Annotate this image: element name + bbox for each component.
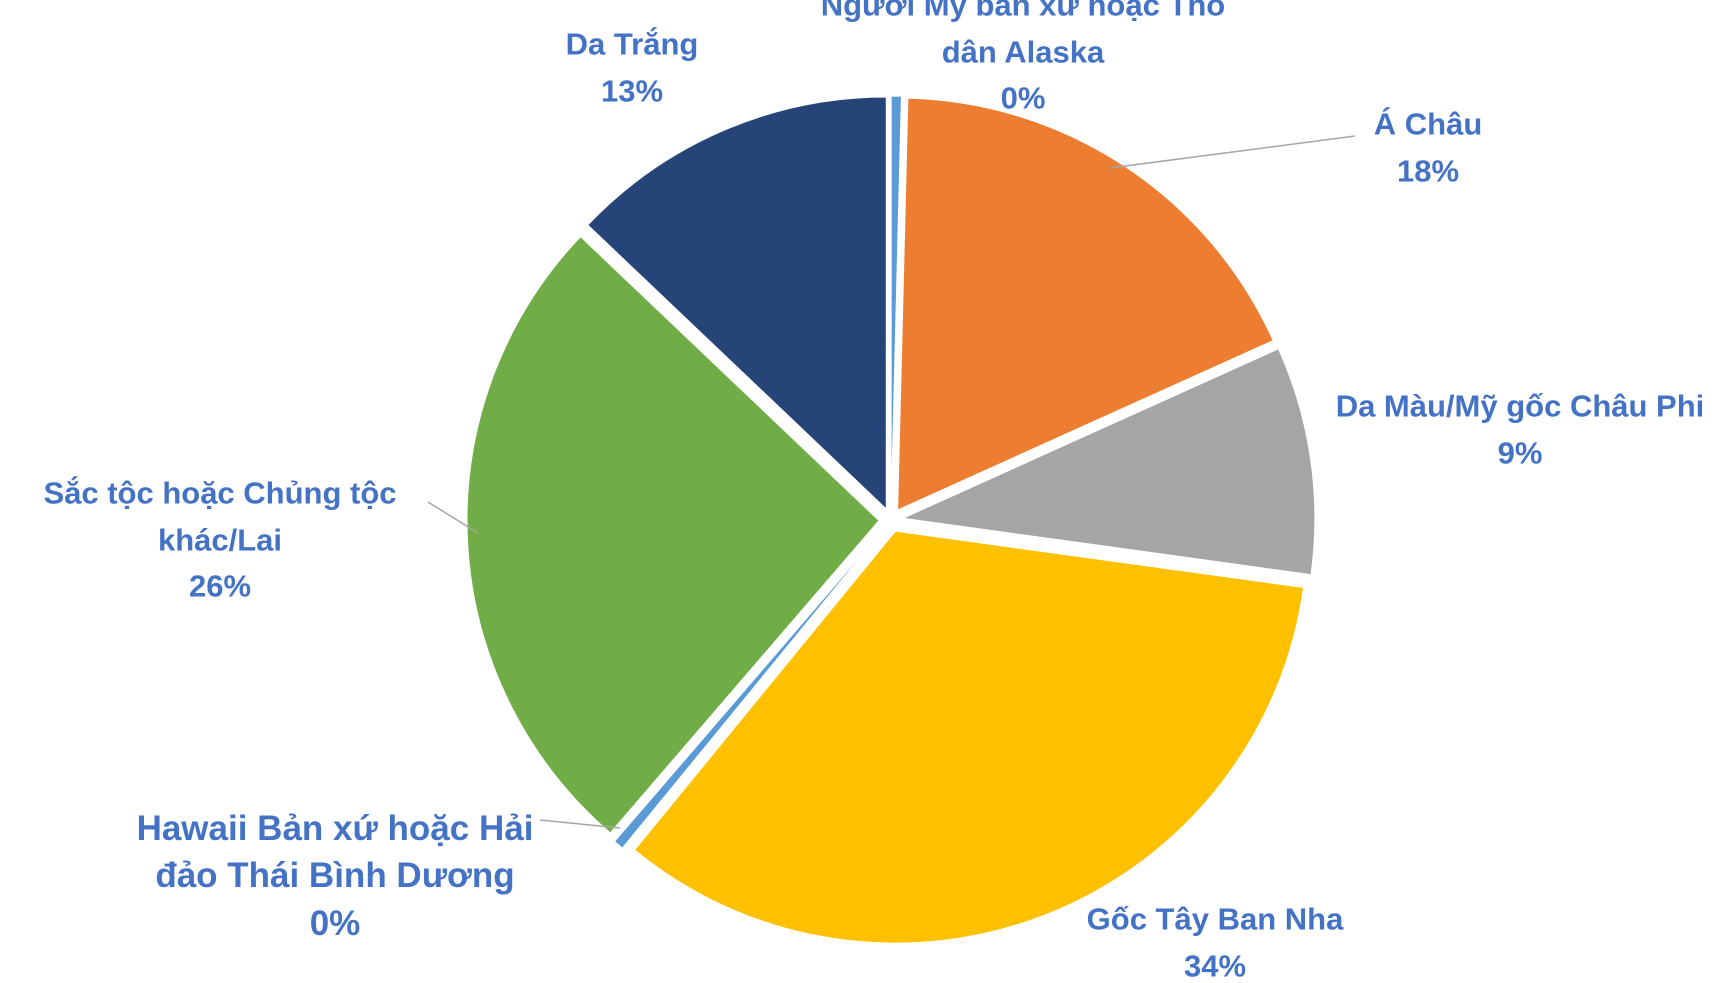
category-label: Gốc Tây Ban Nha xyxy=(1086,901,1344,937)
leader-line xyxy=(539,819,621,829)
value-label: 18% xyxy=(1396,153,1460,188)
value-label: 26% xyxy=(188,568,252,604)
data-label: Gốc Tây Ban Nha 34% xyxy=(1050,897,1380,983)
data-label: Sắc tộc hoặc Chủng tộc khác/Lai 26% xyxy=(10,470,430,610)
category-label: Á Châu xyxy=(1373,106,1483,142)
category-label: Hawaii Bản xứ hoặc Hải đảo Thái Bình Dươ… xyxy=(136,809,534,896)
value-label: 9% xyxy=(1497,435,1543,470)
value-label: 0% xyxy=(1000,80,1046,116)
data-label: Á Châu 18% xyxy=(1328,102,1528,195)
pie-slice xyxy=(633,530,1305,944)
data-label: Da Trắng 13% xyxy=(532,22,732,115)
value-label: 0% xyxy=(309,903,361,943)
category-label: Da Trắng xyxy=(565,26,699,62)
leader-line xyxy=(427,501,479,534)
pie-slice xyxy=(587,96,887,511)
data-label: Người Mỹ bản xứ hoặc Thổ dân Alaska 0% xyxy=(808,0,1238,122)
category-label: Sắc tộc hoặc Chủng tộc khác/Lai xyxy=(43,475,397,557)
leader-line xyxy=(1109,135,1356,169)
pie-slice xyxy=(890,95,902,509)
category-label: Người Mỹ bản xứ hoặc Thổ dân Alaska xyxy=(820,0,1226,69)
pie-slice xyxy=(466,235,880,834)
value-label: 34% xyxy=(1183,948,1247,983)
value-label: 13% xyxy=(600,73,664,108)
data-label: Hawaii Bản xứ hoặc Hải đảo Thái Bình Dươ… xyxy=(125,805,545,947)
category-label: Da Màu/Mỹ gốc Châu Phi xyxy=(1335,388,1705,424)
pie-slice xyxy=(901,348,1316,576)
data-label: Da Màu/Mỹ gốc Châu Phi 9% xyxy=(1325,384,1715,477)
pie-slice xyxy=(613,528,884,849)
